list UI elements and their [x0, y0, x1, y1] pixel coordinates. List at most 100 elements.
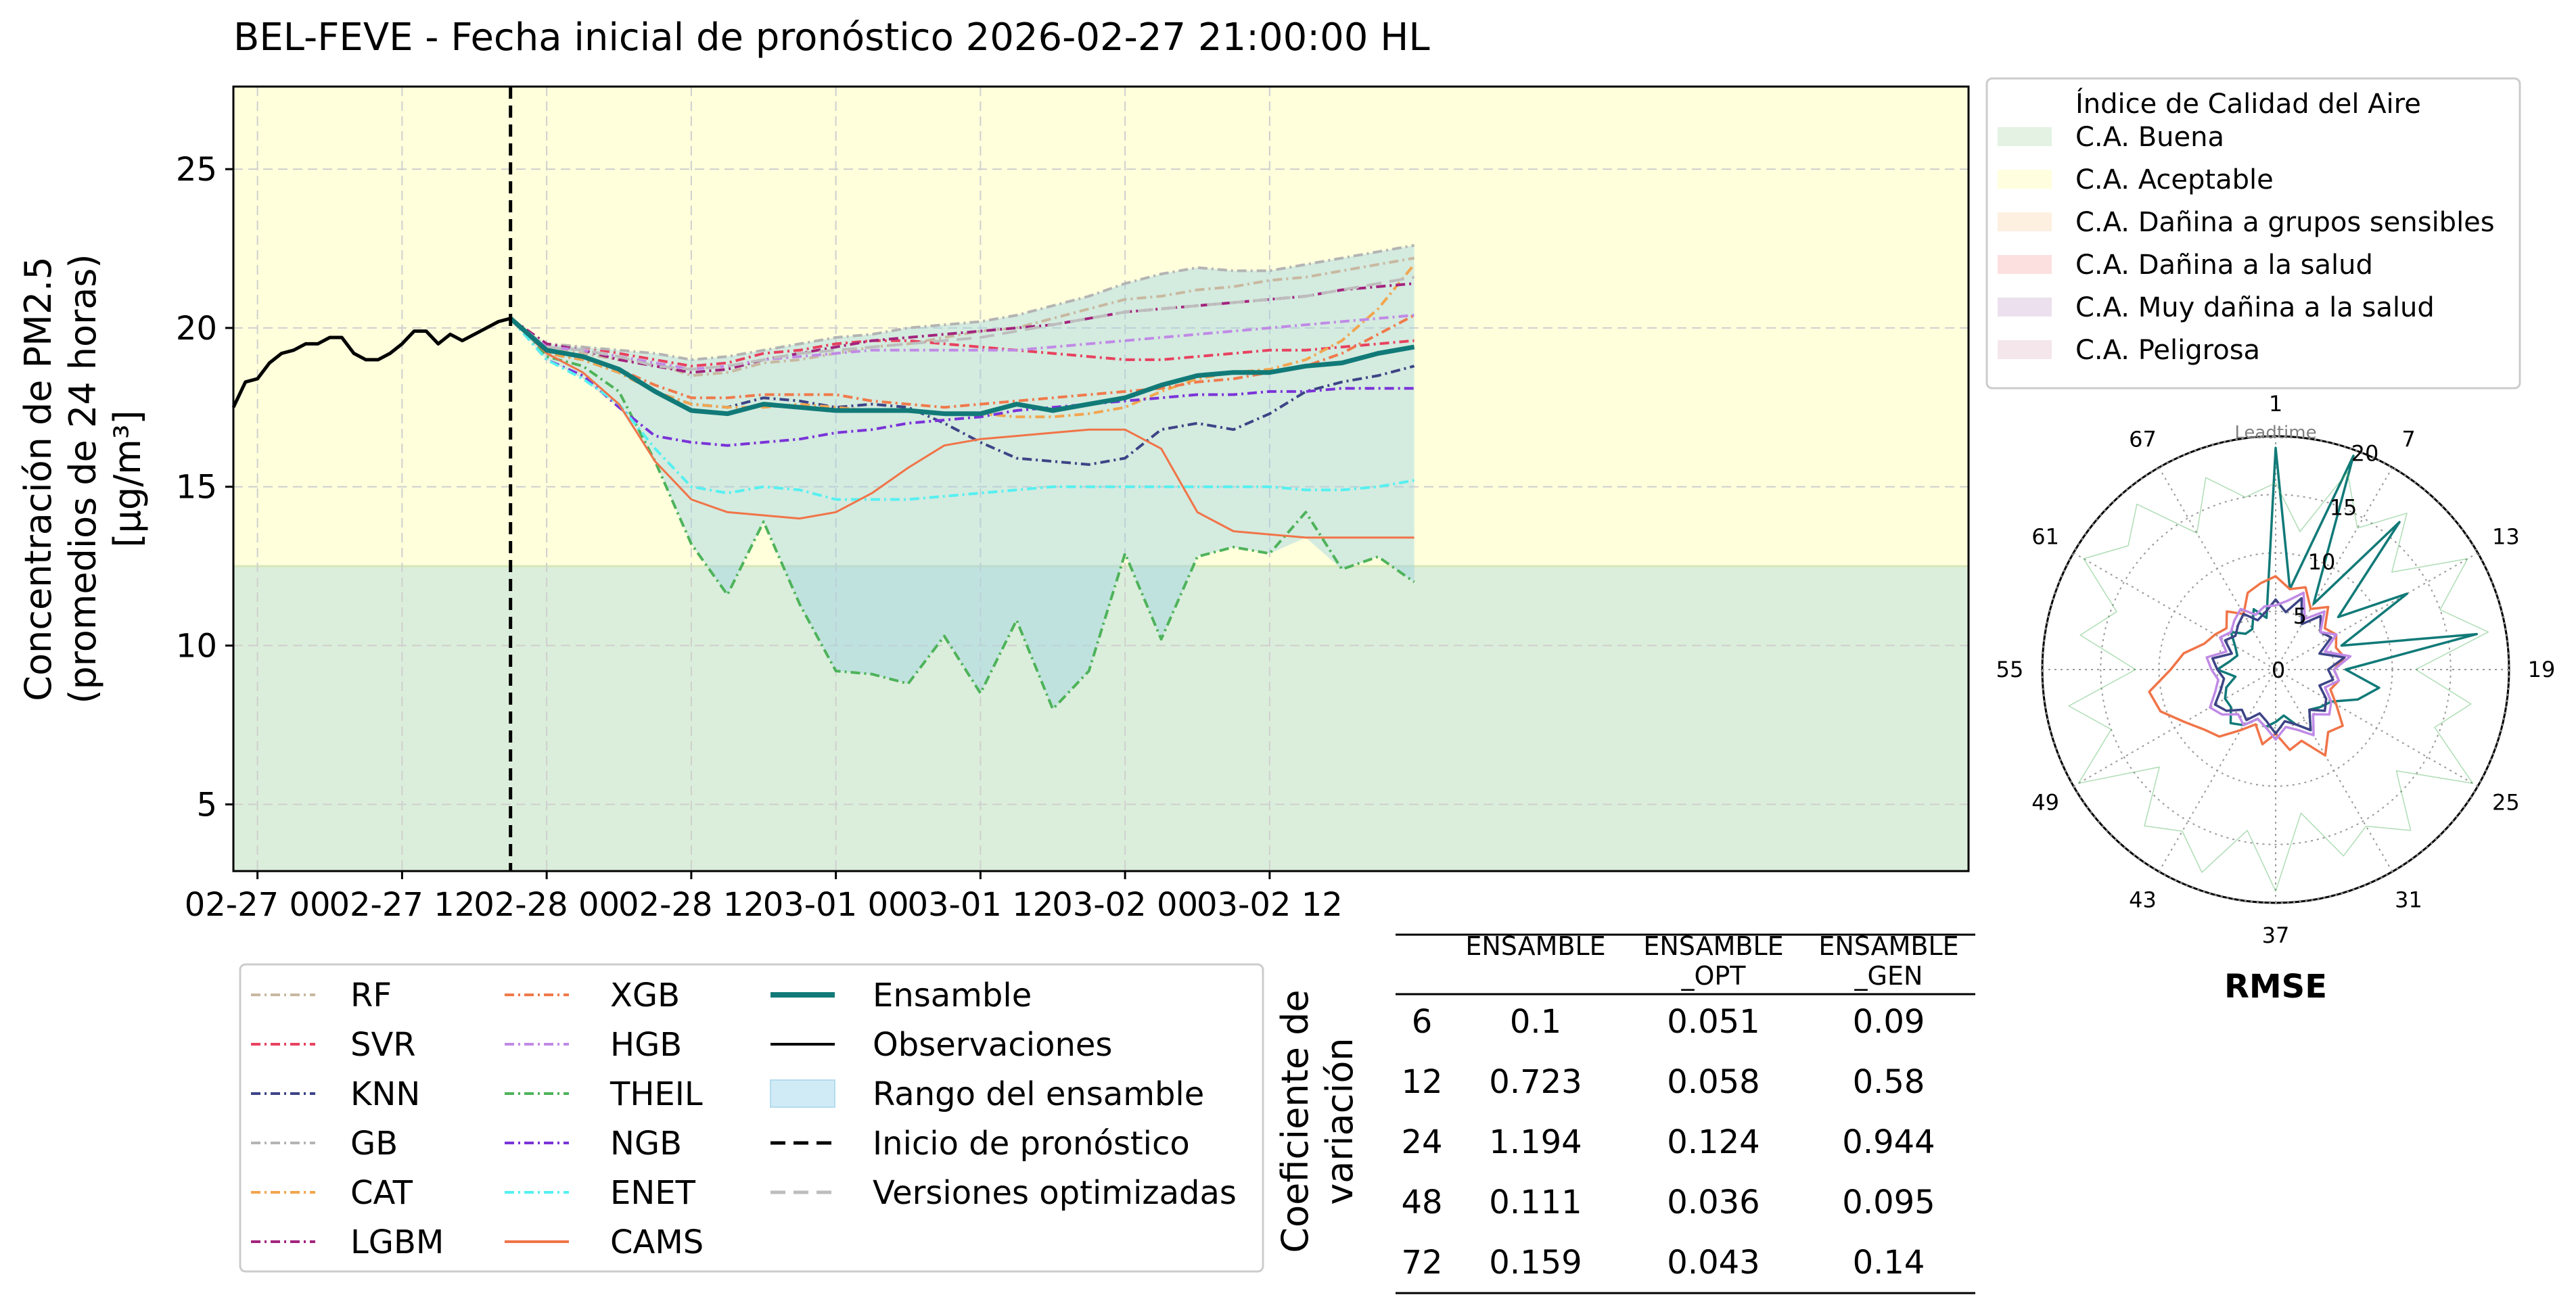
- cv-cell: 0.159: [1489, 1244, 1582, 1282]
- model-legend-label: CAT: [350, 1174, 413, 1212]
- y-tick-label: 15: [176, 469, 217, 507]
- aqi-legend-label: C.A. Aceptable: [2075, 164, 2274, 195]
- series-line-hgb: [509, 314, 1414, 371]
- model-legend-label: HGB: [610, 1026, 682, 1064]
- x-tick-label: 02-27 12: [329, 886, 475, 924]
- radar-spoke: [2073, 552, 2276, 670]
- x-tick-label: 03-01 00: [763, 886, 909, 924]
- cv-header: ENSAMBLE: [1818, 931, 1958, 961]
- radar-spoke: [2158, 669, 2276, 872]
- y-axis-label-line2: (promedios de 24 horas): [62, 254, 104, 703]
- plot-frame: [232, 85, 1970, 872]
- aqi-legend-frame: [1985, 77, 2521, 390]
- aqi-legend-swatch: [1998, 127, 2052, 146]
- model-legend-label: XGB: [610, 977, 680, 1014]
- aqi-legend-swatch: [1998, 340, 2052, 359]
- aqi-band: [233, 566, 1969, 871]
- cv-rows: 6 0.1 0.051 0.09 12 0.723 0.058 0.58 24 1.194 0.12…: [1401, 1003, 1935, 1282]
- aqi-legend-label: C.A. Peligrosa: [2075, 335, 2260, 366]
- radar-title: RMSE: [2224, 968, 2327, 1006]
- model-legend-label: Ensamble: [873, 977, 1032, 1014]
- cv-row-label: 72: [1401, 1244, 1442, 1282]
- chart-title: BEL-FEVE - Fecha inicial de pronóstico 2…: [233, 16, 1430, 60]
- aqi-legend-swatch: [1998, 212, 2052, 231]
- x-tick-label: 02-27 00: [185, 886, 331, 924]
- model-legend-label: Inicio de pronóstico: [873, 1125, 1190, 1163]
- series-line-ngb: [509, 317, 1414, 447]
- cv-cell: 0.124: [1667, 1123, 1760, 1161]
- cv-header: ENSAMBLE: [1465, 931, 1605, 961]
- series-line-cams: [509, 317, 1414, 539]
- y-tick-label: 20: [176, 310, 217, 348]
- radar-angle-label: 25: [2492, 790, 2520, 816]
- model-legend-label: NGB: [610, 1125, 682, 1163]
- cv-cell: 0.036: [1667, 1184, 1760, 1221]
- series-line-svr: [509, 317, 1414, 368]
- cv-header: ENSAMBLE: [1643, 931, 1783, 961]
- radar-series-ensamble: [2216, 446, 2479, 732]
- radar-r-tick-label: 5: [2293, 603, 2307, 629]
- model-legend-label: THEIL: [610, 1075, 703, 1113]
- radar-series: [2068, 446, 2489, 892]
- series-line-versiones-optimizadas: [509, 275, 1414, 371]
- radar-angle-label: 1: [2269, 391, 2282, 417]
- series-line-theil: [509, 317, 1415, 711]
- radar-angle-label: 43: [2129, 887, 2157, 912]
- aqi-legend-items: C.A. Buena C.A. Aceptable C.A. Dañina a gr…: [1998, 122, 2495, 366]
- radar-spoke: [2158, 467, 2276, 670]
- series-line-gb: [509, 243, 1414, 361]
- cv-row-title-line2: variación: [1318, 1037, 1361, 1204]
- cv-row-label: 24: [1401, 1123, 1442, 1161]
- aqi-legend-label: C.A. Muy dañina a la salud: [2075, 292, 2435, 323]
- aqi-legend-label: C.A. Dañina a grupos sensibles: [2075, 207, 2495, 238]
- cv-header: _GEN: [1854, 961, 1923, 991]
- observations-line: [231, 317, 511, 408]
- cv-cell: 0.09: [1853, 1003, 1925, 1041]
- y-tick-label: 10: [176, 628, 217, 665]
- x-tick-label: 02-28 12: [618, 886, 764, 924]
- x-tick-label: 03-01 12: [907, 886, 1053, 924]
- y-axis-label: Concentración de PM2.5 (promedios de 24 …: [17, 254, 149, 703]
- aqi-legend-label: C.A. Dañina a la salud: [2075, 250, 2373, 281]
- radar-angle-label: 49: [2031, 790, 2059, 816]
- series-line-ensamble: [509, 317, 1415, 417]
- radar-angle-label: 7: [2401, 427, 2415, 452]
- radar-spoke: [2275, 467, 2393, 670]
- x-tick-label: 03-02 12: [1197, 886, 1343, 924]
- cv-cell: 0.051: [1667, 1003, 1760, 1041]
- radar-spoke: [2275, 669, 2393, 872]
- observations-series: [231, 317, 511, 408]
- radar-axis-title: Leadtime: [2234, 423, 2316, 443]
- radar-r-tick-label: 0: [2272, 657, 2285, 683]
- cv-cell: 0.723: [1489, 1063, 1582, 1101]
- aqi-legend-swatch: [1998, 298, 2052, 317]
- model-legend-label: GB: [350, 1125, 398, 1163]
- aqi-legend-title: Índice de Calidad del Aire: [2075, 87, 2421, 120]
- cv-cell: 0.1: [1510, 1003, 1561, 1041]
- cv-cell: 0.58: [1853, 1063, 1925, 1101]
- cv-cell: 0.944: [1842, 1123, 1935, 1161]
- series-line-enet: [509, 317, 1414, 501]
- radar-series-hgb: [2205, 591, 2352, 741]
- radar-angle-label: 31: [2395, 887, 2422, 912]
- cv-header: _OPT: [1680, 961, 1746, 991]
- y-tick-label: 25: [176, 151, 217, 189]
- model-legend-label: RF: [350, 977, 392, 1014]
- radar-labels: 1 7 13 19 25 31 37 43 49 55 61 67 0 5 10 15 20: [1996, 391, 2556, 948]
- radar-r-tick-label: 15: [2330, 495, 2358, 521]
- model-legend-label: CAMS: [610, 1223, 704, 1261]
- aqi-legend-label: C.A. Buena: [2075, 122, 2224, 153]
- radar-grid: [2041, 435, 2510, 904]
- model-legend: RF SVR KNN GB CAT LGBM XGB HGB THEIL NGB ENET CAMS E…: [239, 963, 1264, 1273]
- radar-spoke: [2275, 552, 2479, 670]
- cv-row-label: 12: [1401, 1063, 1442, 1101]
- aqi-legend-swatch: [1998, 255, 2052, 274]
- radar-angle-label: 37: [2262, 922, 2290, 948]
- model-legend-label: KNN: [350, 1075, 420, 1113]
- radar-angle-label: 61: [2031, 524, 2059, 550]
- cv-cell: 0.14: [1853, 1244, 1925, 1282]
